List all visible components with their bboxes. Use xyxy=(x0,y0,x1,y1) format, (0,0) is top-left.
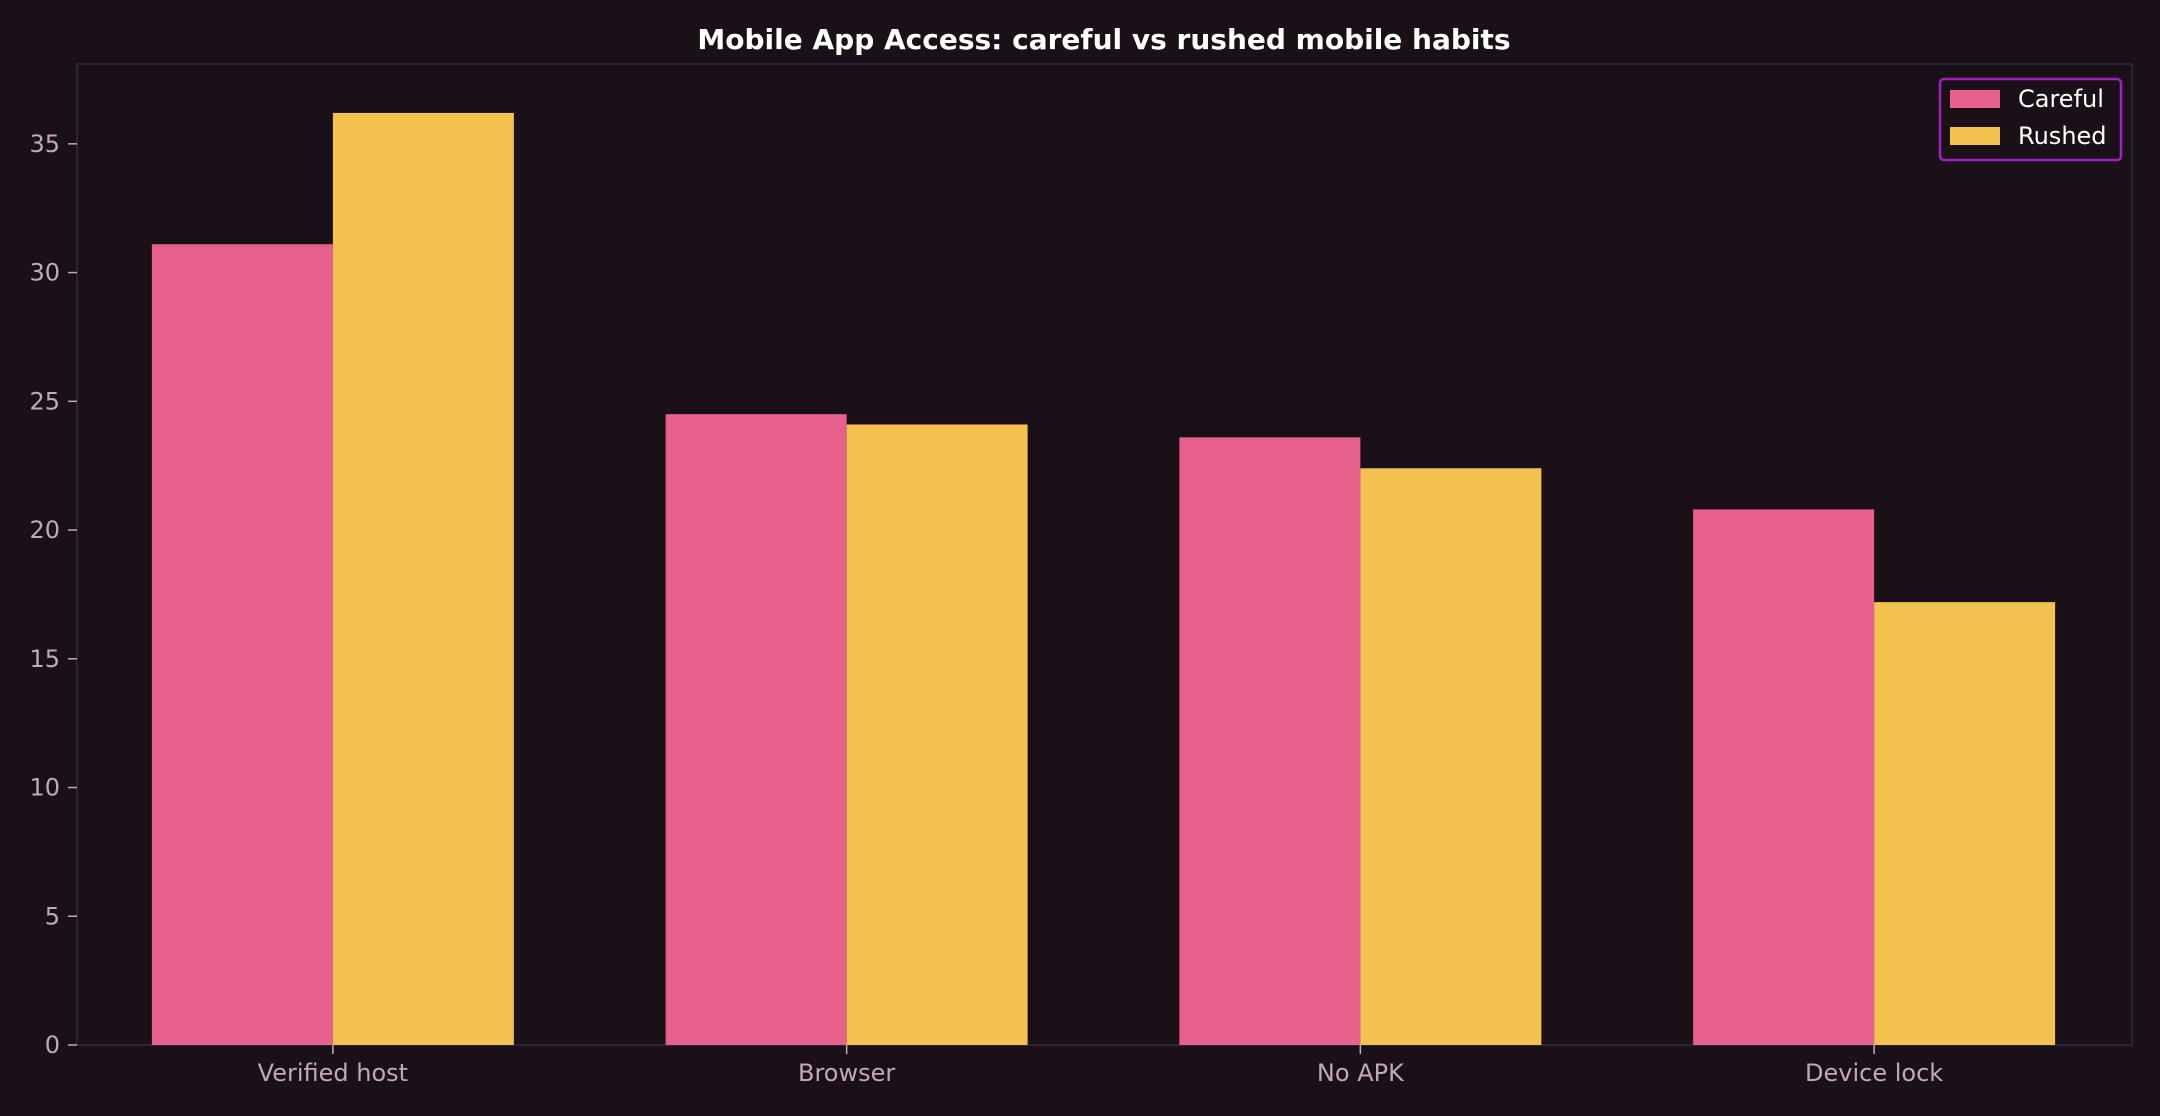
y-tick-label: 35 xyxy=(29,130,60,158)
bar-careful-browser xyxy=(665,414,847,1045)
chart-title: Mobile App Access: careful vs rushed mob… xyxy=(697,23,1510,56)
bar-careful-device-lock xyxy=(1693,509,1875,1046)
x-tick-label: No APK xyxy=(1317,1059,1405,1087)
x-axis: Verified host Browser No APK Device lock xyxy=(258,1045,1943,1087)
x-tick-label: Device lock xyxy=(1805,1059,1943,1087)
y-tick-label: 10 xyxy=(29,774,60,802)
y-tick-label: 5 xyxy=(45,902,60,930)
bar-careful-no-apk xyxy=(1179,437,1361,1046)
legend-swatch-careful xyxy=(1950,90,2000,108)
y-tick-label: 30 xyxy=(29,259,60,287)
bar-careful-verified-host xyxy=(151,244,333,1046)
bars-group xyxy=(151,112,2056,1046)
y-tick-label: 20 xyxy=(29,516,60,544)
y-tick-label: 15 xyxy=(29,645,60,673)
legend-label-careful: Careful xyxy=(2018,85,2104,113)
legend-swatch-rushed xyxy=(1950,127,2000,145)
x-tick-label: Verified host xyxy=(258,1059,408,1087)
bar-rushed-device-lock xyxy=(1874,602,2056,1045)
legend-label-rushed: Rushed xyxy=(2018,122,2107,150)
plot-area-frame xyxy=(76,63,2133,1046)
legend: Careful Rushed xyxy=(1938,77,2123,162)
bar-rushed-browser xyxy=(846,424,1028,1046)
bar-rushed-no-apk xyxy=(1360,468,1542,1045)
y-tick-label: 0 xyxy=(45,1031,60,1059)
x-tick-label: Browser xyxy=(798,1059,895,1087)
y-axis: 0 5 10 15 20 25 30 35 xyxy=(29,130,77,1059)
bar-rushed-verified-host xyxy=(332,112,514,1045)
y-tick-label: 25 xyxy=(29,387,60,415)
